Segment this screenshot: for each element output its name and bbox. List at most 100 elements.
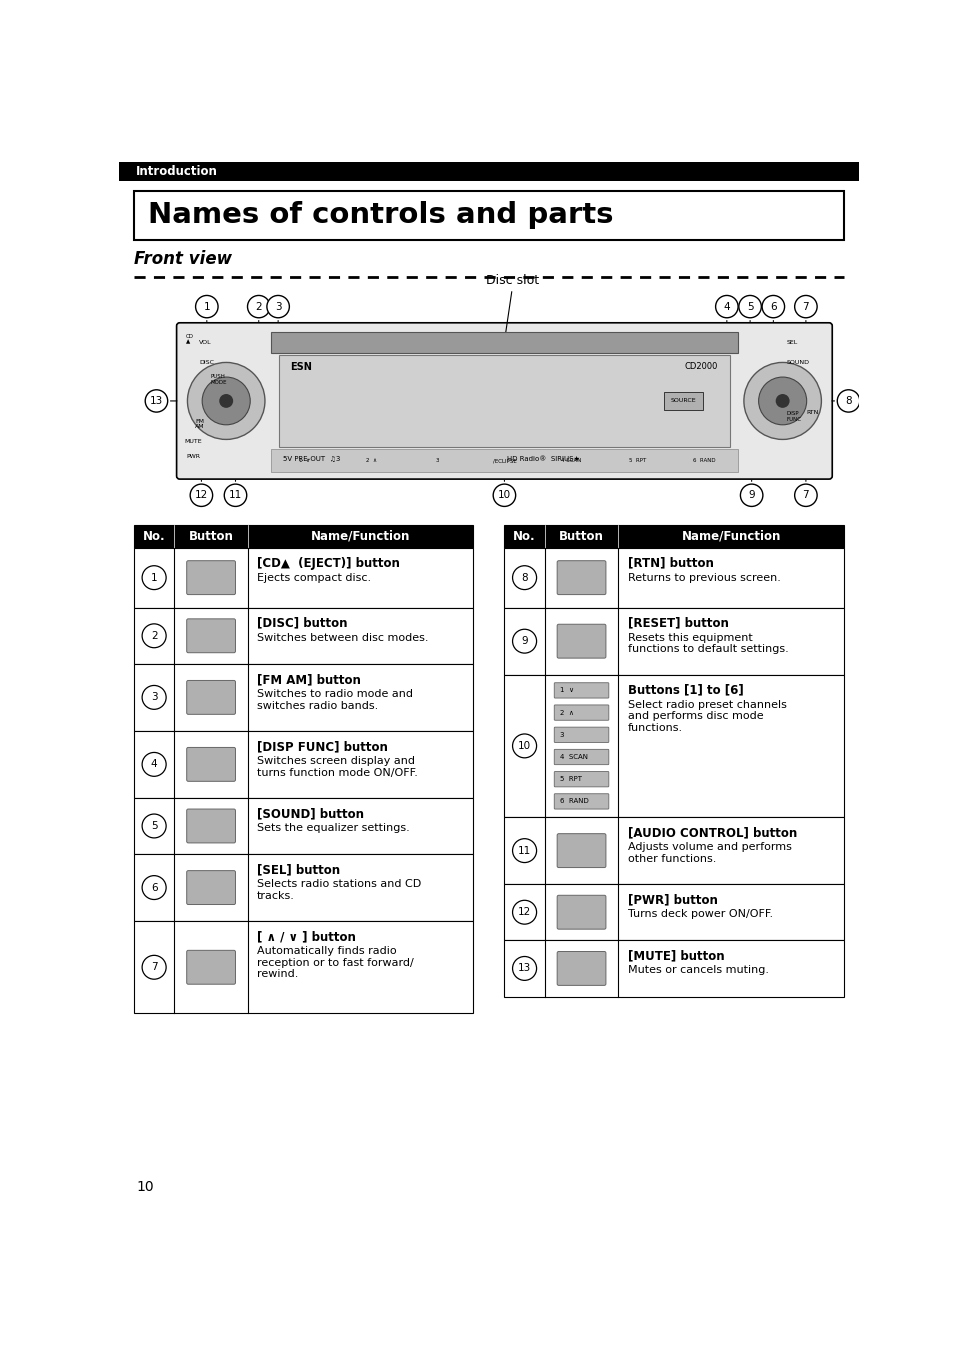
Text: [CD▲  (EJECT)] button: [CD▲ (EJECT)] button (257, 557, 399, 569)
Text: Button: Button (189, 530, 233, 542)
Bar (119, 162, 858, 181)
Text: Mutes or cancels muting.: Mutes or cancels muting. (627, 965, 768, 975)
Circle shape (743, 362, 821, 439)
Text: Adjusts volume and performs
other functions.: Adjusts volume and performs other functi… (627, 842, 791, 864)
Text: 1: 1 (151, 573, 157, 583)
Text: PWR: PWR (187, 454, 200, 460)
Text: 7: 7 (151, 963, 157, 972)
FancyBboxPatch shape (557, 952, 605, 986)
Bar (504, 675, 843, 817)
Text: 2: 2 (151, 631, 157, 641)
Circle shape (715, 296, 738, 318)
Text: 10: 10 (497, 491, 511, 500)
Bar (133, 664, 473, 731)
Circle shape (247, 296, 270, 318)
Circle shape (512, 956, 536, 980)
Text: DISP
FUNC: DISP FUNC (785, 411, 801, 422)
Text: 10: 10 (517, 741, 531, 750)
Text: Switches to radio mode and
switches radio bands.: Switches to radio mode and switches radi… (257, 690, 413, 711)
Circle shape (512, 629, 536, 653)
Text: 4: 4 (722, 301, 729, 311)
Circle shape (794, 484, 817, 507)
FancyBboxPatch shape (187, 748, 235, 781)
Text: No.: No. (143, 530, 165, 542)
Text: 7: 7 (801, 491, 808, 500)
Text: [SOUND] button: [SOUND] button (257, 807, 364, 821)
Bar (504, 525, 843, 548)
Bar (504, 941, 843, 996)
Text: RTN: RTN (805, 410, 818, 415)
FancyBboxPatch shape (176, 323, 831, 479)
Circle shape (512, 565, 536, 589)
FancyBboxPatch shape (554, 727, 608, 742)
Text: 1  ∨: 1 ∨ (298, 458, 310, 464)
FancyBboxPatch shape (554, 704, 608, 721)
FancyBboxPatch shape (557, 895, 605, 929)
FancyBboxPatch shape (554, 772, 608, 787)
Text: [SEL] button: [SEL] button (257, 864, 340, 876)
Circle shape (202, 377, 250, 425)
Text: Sets the equalizer settings.: Sets the equalizer settings. (257, 823, 410, 833)
Text: Buttons [1] to [6]: Buttons [1] to [6] (627, 684, 742, 696)
Text: 13: 13 (150, 396, 163, 406)
Text: 6: 6 (769, 301, 776, 311)
Text: [ ∧ / ∨ ] button: [ ∧ / ∨ ] button (257, 930, 355, 944)
Text: CD2000: CD2000 (684, 362, 718, 372)
Text: 3: 3 (274, 301, 281, 311)
Text: Select radio preset channels
and performs disc mode
functions.: Select radio preset channels and perform… (627, 700, 785, 733)
FancyBboxPatch shape (557, 625, 605, 658)
Text: Name/Function: Name/Function (680, 530, 780, 542)
Bar (133, 607, 473, 664)
Text: 2  ∧: 2 ∧ (365, 458, 376, 464)
Circle shape (740, 484, 762, 507)
Circle shape (738, 296, 760, 318)
Text: Introduction: Introduction (136, 165, 218, 178)
Circle shape (219, 393, 233, 408)
Bar (504, 817, 843, 884)
Circle shape (195, 296, 218, 318)
Text: 9: 9 (747, 491, 754, 500)
FancyBboxPatch shape (554, 683, 608, 698)
FancyBboxPatch shape (554, 794, 608, 808)
Bar (133, 191, 843, 239)
FancyBboxPatch shape (557, 834, 605, 868)
Circle shape (142, 623, 166, 648)
Circle shape (775, 393, 789, 408)
Text: SOUND: SOUND (785, 361, 809, 365)
Circle shape (187, 362, 265, 439)
Text: 3: 3 (559, 731, 563, 738)
Text: 12: 12 (517, 907, 531, 917)
Bar (271, 333, 737, 353)
Circle shape (190, 484, 213, 507)
Text: Names of controls and parts: Names of controls and parts (148, 201, 613, 230)
Bar (133, 525, 473, 548)
Text: 5V PRE-OUT  ♫3: 5V PRE-OUT ♫3 (282, 456, 340, 462)
Text: 4  SCAN: 4 SCAN (559, 754, 587, 760)
Text: Resets this equipment
functions to default settings.: Resets this equipment functions to defau… (627, 633, 787, 654)
FancyBboxPatch shape (187, 561, 235, 595)
Bar (133, 921, 473, 1014)
Text: [PWR] button: [PWR] button (627, 894, 717, 906)
Text: Automatically finds radio
reception or to fast forward/
rewind.: Automatically finds radio reception or t… (257, 946, 414, 979)
Text: DISC: DISC (199, 361, 213, 365)
Circle shape (761, 296, 783, 318)
Text: Ejects compact disc.: Ejects compact disc. (257, 573, 371, 583)
Text: 5  RPT: 5 RPT (628, 458, 646, 464)
Text: [DISP FUNC] button: [DISP FUNC] button (257, 740, 388, 753)
Bar (278, 356, 729, 446)
Text: 2  ∧: 2 ∧ (559, 710, 573, 715)
Text: 7: 7 (801, 301, 808, 311)
Text: Switches between disc modes.: Switches between disc modes. (257, 633, 428, 642)
Text: 8: 8 (520, 573, 527, 583)
Circle shape (142, 956, 166, 979)
Bar (133, 854, 473, 921)
Circle shape (512, 734, 536, 758)
Text: [RESET] button: [RESET] button (627, 617, 728, 630)
Bar (133, 798, 473, 854)
Text: Switches screen display and
turns function mode ON/OFF.: Switches screen display and turns functi… (257, 756, 417, 777)
FancyBboxPatch shape (187, 871, 235, 904)
FancyBboxPatch shape (187, 808, 235, 842)
Text: ESN: ESN (291, 362, 312, 372)
FancyBboxPatch shape (554, 749, 608, 765)
Text: Name/Function: Name/Function (311, 530, 410, 542)
